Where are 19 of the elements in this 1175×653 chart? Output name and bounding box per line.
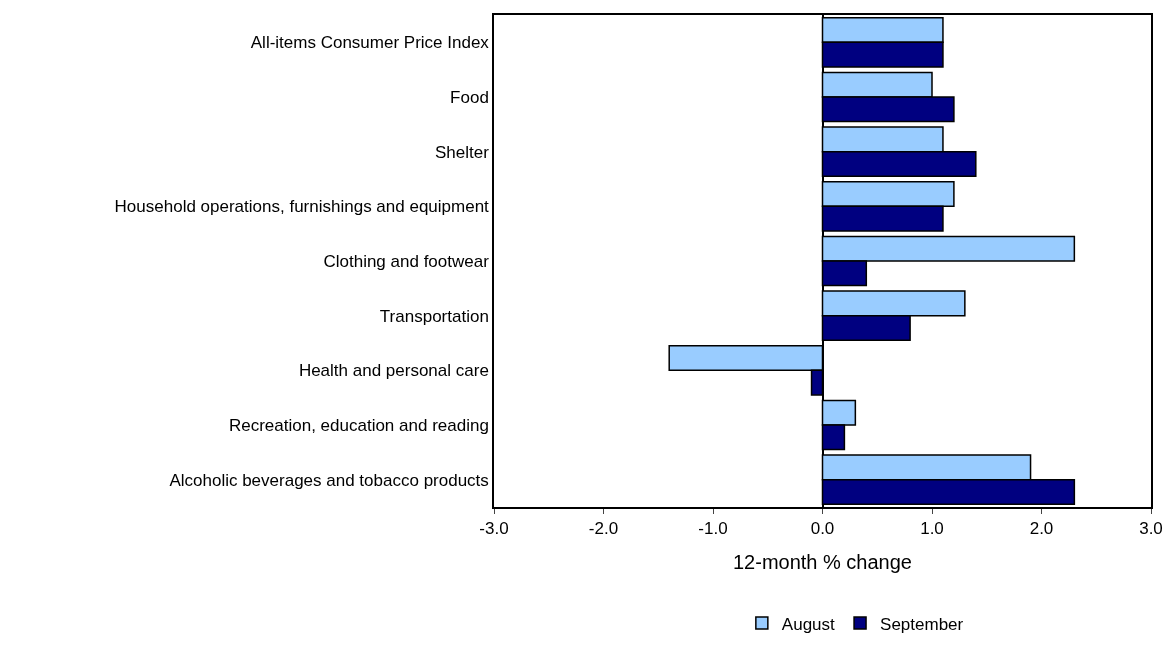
- x-tick-label: 0.0: [810, 519, 835, 539]
- y-tick-label: Food: [450, 87, 489, 107]
- x-axis-title: 12-month % change: [732, 551, 913, 574]
- x-tick-label: -3.0: [479, 519, 509, 539]
- legend-label: September: [880, 614, 964, 634]
- x-tick-label: -1.0: [698, 519, 728, 539]
- y-tick-label: Health and personal care: [298, 361, 489, 381]
- y-tick-label: All-items Consumer Price Index: [250, 33, 490, 53]
- x-tick-label: -2.0: [588, 519, 619, 539]
- y-tick-label: Clothing and footwear: [323, 251, 490, 271]
- x-tick-label: 2.0: [1029, 519, 1054, 539]
- y-tick-label: Shelter: [434, 142, 490, 162]
- y-tick-label: Transportation: [379, 306, 489, 326]
- legend-label: August: [781, 614, 836, 634]
- x-tick-label: 3.0: [1139, 519, 1163, 539]
- y-tick-label: Recreation, education and reading: [228, 415, 489, 435]
- y-tick-label: Alcoholic beverages and tobacco products: [169, 470, 489, 490]
- x-tick-label: 1.0: [920, 519, 944, 539]
- y-tick-label: Household operations, furnishings and equipment: [114, 197, 490, 217]
